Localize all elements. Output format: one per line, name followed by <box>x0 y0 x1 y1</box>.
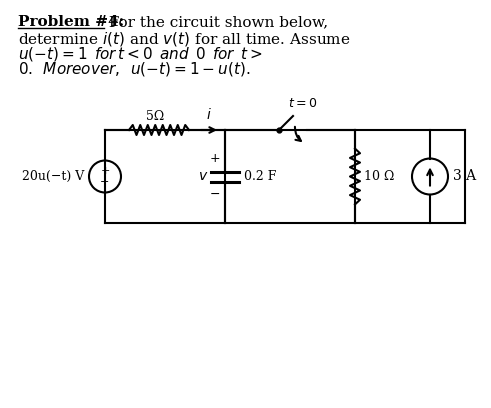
Text: $0.\,$ $\mathit{Moreover,}\,$ $u(-t) = 1 - u(t).$: $0.\,$ $\mathit{Moreover,}\,$ $u(-t) = 1… <box>18 60 250 78</box>
Text: For the circuit shown below,: For the circuit shown below, <box>104 15 328 29</box>
Text: determine $i(t)$ and $v(t)$ for all time. Assume: determine $i(t)$ and $v(t)$ for all time… <box>18 30 351 48</box>
Text: +: + <box>100 166 109 175</box>
Text: 3 A: 3 A <box>453 169 476 184</box>
Text: $u(-t) = 1\,$ $\mathit{for}$$\, t < 0\,$ $\mathit{and}\,$ $0\,$ $\mathit{for}\,$: $u(-t) = 1\,$ $\mathit{for}$$\, t < 0\,$… <box>18 45 263 63</box>
Text: 5Ω: 5Ω <box>146 110 164 123</box>
Text: $v$: $v$ <box>198 169 208 184</box>
Text: −: − <box>210 188 220 201</box>
Text: 20u(−t) V: 20u(−t) V <box>22 170 84 183</box>
Text: $i$: $i$ <box>206 107 212 122</box>
Text: $t = 0$: $t = 0$ <box>288 97 318 110</box>
Text: Problem #4:: Problem #4: <box>18 15 124 29</box>
Text: 10 Ω: 10 Ω <box>364 170 394 183</box>
Text: −: − <box>100 177 109 188</box>
Text: 0.2 F: 0.2 F <box>244 170 276 183</box>
Text: +: + <box>210 152 220 165</box>
